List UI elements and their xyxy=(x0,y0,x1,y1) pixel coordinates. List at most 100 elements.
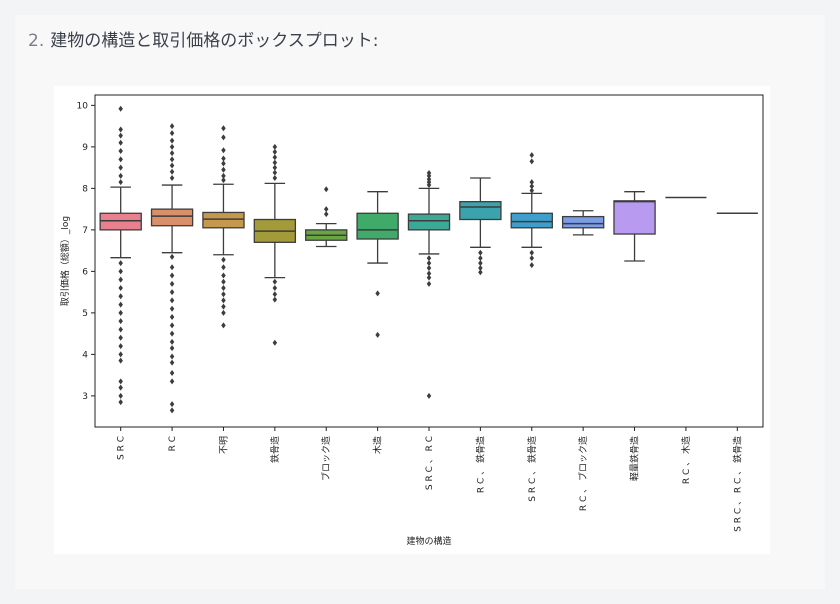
outlier-point xyxy=(169,338,175,345)
outlier-point xyxy=(118,132,123,139)
x-tick-label: R C 、 ブロック造 xyxy=(577,436,589,511)
outlier-point xyxy=(118,309,123,316)
outlier-point xyxy=(529,183,535,190)
outlier-point xyxy=(118,351,123,358)
outlier-point xyxy=(169,353,175,360)
outlier-point xyxy=(169,253,175,260)
outlier-point xyxy=(169,407,175,414)
box xyxy=(150,208,194,227)
outlier-point xyxy=(426,182,432,189)
outlier-point xyxy=(118,284,123,291)
box xyxy=(459,201,502,221)
outlier-point xyxy=(118,139,123,146)
outlier-point xyxy=(375,331,380,338)
outlier-point xyxy=(478,260,483,267)
outlier-point xyxy=(272,159,278,166)
outlier-point xyxy=(169,359,175,366)
outlier-point xyxy=(118,334,123,341)
outlier-point xyxy=(478,265,483,272)
outlier-point xyxy=(426,255,432,262)
outlier-point xyxy=(221,125,226,132)
x-tick-label: 木造 xyxy=(372,436,384,454)
outlier-point xyxy=(118,148,123,155)
outlier-point xyxy=(169,162,175,169)
outlier-point xyxy=(221,264,226,271)
outlier-point xyxy=(272,143,278,150)
outlier-point xyxy=(169,289,175,296)
outlier-point xyxy=(529,255,535,262)
outlier-point xyxy=(478,249,483,256)
outlier-point xyxy=(221,256,226,263)
outlier-point xyxy=(221,284,226,291)
y-tick-label: 6 xyxy=(82,267,88,277)
outlier-point xyxy=(169,401,175,408)
x-tick-label: R C 、 鉄骨造 xyxy=(474,436,486,493)
outlier-point xyxy=(118,268,123,275)
x-tick-label: S R C 、 鉄骨造 xyxy=(526,436,538,502)
outlier-point xyxy=(221,166,226,173)
y-tick-label: 10 xyxy=(77,101,89,111)
outlier-point xyxy=(169,314,175,321)
box xyxy=(99,212,142,231)
outlier-point xyxy=(221,322,226,329)
outlier-point xyxy=(118,172,123,179)
x-tick-label: S R C 、 R C 、 鉄骨造 xyxy=(731,436,743,532)
outlier-point xyxy=(272,175,278,181)
outlier-point xyxy=(272,291,278,298)
outlier-point xyxy=(169,345,175,352)
x-tick-label: S R C xyxy=(117,436,127,460)
outlier-point xyxy=(118,384,123,391)
x-axis-label: 建物の構造 xyxy=(406,535,451,547)
box xyxy=(510,212,553,229)
outlier-point xyxy=(478,269,483,276)
outlier-point xyxy=(221,134,226,141)
outlier-point xyxy=(426,270,432,277)
outlier-point xyxy=(221,177,226,184)
y-axis-label: 取引価格（総額）_log xyxy=(59,216,71,306)
x-tick-label: 不明 xyxy=(218,436,229,454)
outlier-point xyxy=(426,260,432,267)
outlier-point xyxy=(118,126,123,133)
outlier-point xyxy=(426,274,432,281)
box xyxy=(202,211,245,229)
outlier-point xyxy=(118,164,123,171)
x-tick-label: S R C 、 R C xyxy=(425,436,435,490)
outlier-point xyxy=(221,303,226,310)
outlier-point xyxy=(169,137,175,144)
outlier-point xyxy=(529,152,535,159)
outlier-point xyxy=(323,206,329,213)
y-tick-label: 4 xyxy=(82,350,88,360)
outlier-point xyxy=(169,123,175,130)
boxplot-chart: 3 4 5 6 7 8 9 10 取引価格（総額）_log 建物の構造 S R C R C 不明 鉄骨造 ブ… xyxy=(59,94,764,547)
outlier-point xyxy=(272,278,278,285)
outlier-point xyxy=(169,130,175,137)
outlier-point xyxy=(221,297,226,304)
outlier-point xyxy=(118,378,123,385)
outlier-point xyxy=(169,330,175,337)
box xyxy=(356,212,399,240)
outlier-point xyxy=(169,272,175,279)
y-tick-label: 8 xyxy=(82,184,88,194)
outlier-point xyxy=(221,291,226,298)
outlier-point xyxy=(118,318,123,325)
outlier-point xyxy=(118,276,123,283)
outlier-point xyxy=(169,378,175,385)
section-title: 建物の構造と取引価格のボックスプロット: xyxy=(50,31,379,51)
outlier-point xyxy=(426,172,432,179)
outlier-point xyxy=(221,160,226,167)
outlier-point xyxy=(221,278,226,285)
box xyxy=(561,215,605,229)
outlier-point xyxy=(272,339,278,346)
section-heading: 2. 建物の構造と取引価格のボックスプロット: xyxy=(28,26,378,51)
outlier-point xyxy=(221,272,226,279)
x-tick-label: R C xyxy=(168,436,178,451)
outlier-point xyxy=(118,357,123,364)
outlier-point xyxy=(272,169,278,176)
y-tick-label: 9 xyxy=(82,143,88,153)
outlier-point xyxy=(118,179,123,186)
x-tick-label: R C 、 木造 xyxy=(680,436,692,484)
outlier-point xyxy=(169,175,175,181)
outlier-point xyxy=(221,155,226,162)
y-tick-label: 3 xyxy=(82,392,88,402)
outlier-point xyxy=(272,164,278,171)
